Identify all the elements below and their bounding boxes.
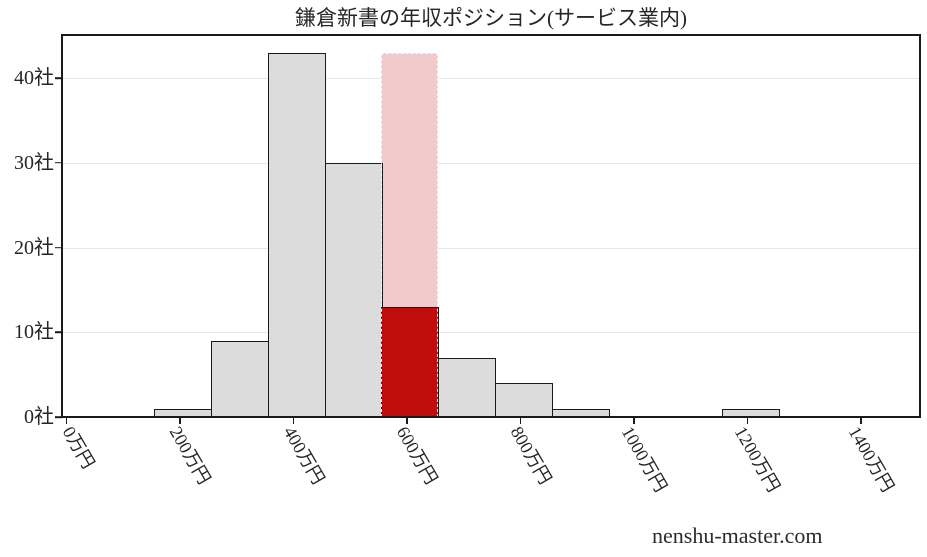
y-tick-label: 0社 — [24, 406, 54, 428]
y-tick-label: 30社 — [14, 151, 54, 174]
x-tick-label: 800万円 — [506, 423, 556, 488]
histogram-bar — [438, 357, 497, 417]
histogram-bar — [211, 340, 270, 417]
x-tick-label: 1000万円 — [617, 423, 671, 496]
y-tick-mark — [55, 162, 62, 164]
highlight-band-edge — [381, 52, 439, 417]
y-tick-mark — [55, 77, 62, 79]
histogram-bar — [324, 162, 383, 417]
x-tick-label: 1200万円 — [730, 423, 785, 496]
histogram-bar — [551, 408, 610, 417]
histogram-bar — [154, 408, 213, 417]
x-tick-mark — [406, 417, 408, 424]
x-tick-mark — [860, 417, 862, 424]
y-tick-mark — [55, 416, 62, 418]
histogram-bar — [721, 408, 780, 417]
gridline — [62, 332, 920, 334]
x-tick-mark — [519, 417, 522, 424]
x-tick-label: 1400万円 — [844, 423, 898, 496]
x-tick-label: 200万円 — [166, 423, 215, 488]
x-tick-label: 400万円 — [279, 423, 329, 488]
y-tick-mark — [55, 246, 62, 249]
y-tick-label: 20社 — [14, 236, 54, 259]
y-tick-label: 10社 — [14, 321, 54, 344]
histogram-bar — [267, 52, 326, 417]
histogram-bar — [494, 383, 553, 417]
x-tick-mark — [65, 417, 68, 424]
gridline — [62, 247, 920, 249]
x-tick-mark — [292, 417, 295, 424]
y-tick-mark — [55, 331, 62, 334]
gridline — [62, 78, 920, 80]
x-tick-mark — [179, 417, 181, 424]
x-tick-label: 0万円 — [58, 423, 99, 472]
x-tick-mark — [633, 417, 635, 424]
y-tick-label: 40社 — [14, 67, 54, 90]
plot-area — [61, 34, 921, 418]
gridline — [62, 162, 920, 164]
chart-title: 鎌倉新書の年収ポジション(サービス業内) — [295, 6, 687, 30]
x-tick-mark — [746, 417, 749, 424]
watermark: nenshu-master.com — [652, 523, 823, 548]
x-tick-label: 600万円 — [393, 423, 442, 488]
